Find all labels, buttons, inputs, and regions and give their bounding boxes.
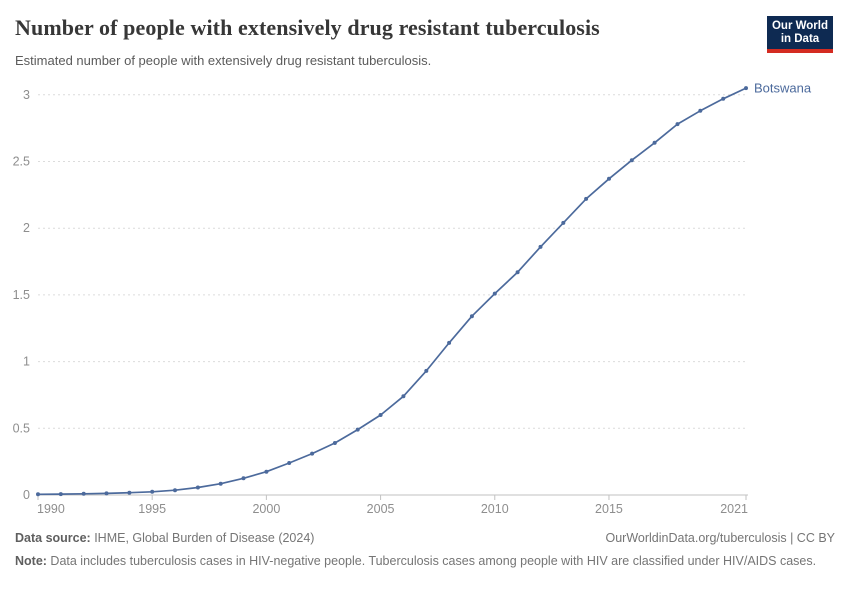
series-label-botswana[interactable]: Botswana [754, 81, 812, 96]
note: Note: Data includes tuberculosis cases i… [15, 552, 837, 570]
x-tick-label: 2010 [481, 502, 509, 516]
data-point-marker[interactable] [629, 158, 634, 163]
y-tick-label: 3 [23, 88, 30, 102]
page-title: Number of people with extensively drug r… [15, 15, 600, 40]
data-point-marker[interactable] [561, 220, 566, 225]
x-tick-label: 2015 [595, 502, 623, 516]
data-point-marker[interactable] [104, 491, 109, 496]
chart-area: 0 0.5 1 1.5 2 2.5 3 1990 1995 2000 2005 2010 2015 202… [0, 76, 850, 531]
y-tick-label: 0.5 [13, 421, 30, 435]
note-text: Data includes tuberculosis cases in HIV-… [46, 554, 817, 568]
data-point-marker[interactable] [310, 451, 315, 456]
x-tick-label: 2021 [720, 502, 748, 516]
data-point-marker[interactable] [424, 368, 429, 373]
x-tick-label: 2000 [252, 502, 280, 516]
data-point-marker[interactable] [721, 96, 726, 101]
y-tick-label: 2.5 [13, 155, 30, 169]
data-point-marker[interactable] [492, 291, 497, 296]
data-point-marker[interactable] [173, 488, 177, 493]
owid-logo-line1: Our World [771, 20, 828, 32]
source-row: Data source: IHME, Global Burden of Dise… [0, 529, 850, 547]
data-point-marker[interactable] [287, 461, 292, 465]
data-point-marker[interactable] [355, 427, 360, 432]
data-point-marker[interactable] [675, 122, 680, 127]
y-tick-label: 0 [23, 488, 30, 502]
data-point-marker[interactable] [36, 492, 40, 497]
x-tick-label: 1990 [37, 502, 65, 516]
note-label: Note: [15, 554, 47, 568]
chart-subtitle: Estimated number of people with extensiv… [15, 53, 432, 68]
data-point-marker[interactable] [241, 476, 246, 481]
y-tick-label: 1.5 [13, 288, 30, 302]
data-source-text: IHME, Global Burden of Disease (2024) [90, 531, 315, 545]
data-point-marker[interactable] [584, 196, 589, 201]
data-point-marker[interactable] [150, 489, 155, 494]
chart-footer: Data source: IHME, Global Burden of Dise… [0, 529, 850, 568]
data-point-marker[interactable] [81, 491, 86, 496]
series-line-botswana[interactable] [37, 87, 747, 496]
y-tick-label: 2 [23, 221, 30, 235]
data-point-marker[interactable] [698, 108, 703, 113]
data-point-marker[interactable] [127, 490, 132, 495]
data-point-marker[interactable] [652, 140, 657, 145]
y-tick-label: 1 [23, 355, 30, 369]
data-source-label: Data source: [15, 531, 91, 545]
data-point-marker[interactable] [58, 492, 63, 497]
data-point-marker[interactable] [515, 270, 520, 275]
data-point-marker[interactable] [332, 441, 337, 445]
data-source: Data source: IHME, Global Burden of Dise… [15, 529, 314, 547]
data-point-marker[interactable] [469, 314, 474, 319]
x-tick-label: 1995 [138, 502, 166, 516]
data-point-marker[interactable] [195, 485, 200, 490]
data-point-marker[interactable] [401, 394, 406, 399]
data-point-marker[interactable] [218, 481, 223, 486]
data-point-marker[interactable] [538, 244, 543, 249]
data-point-marker[interactable] [607, 176, 611, 181]
data-point-marker[interactable] [264, 469, 269, 474]
owid-logo: Our World in Data [767, 16, 833, 53]
owid-logo-line2: in Data [780, 33, 820, 45]
data-point-marker[interactable] [447, 340, 452, 345]
data-point-marker[interactable] [378, 413, 383, 417]
x-tick-label: 2005 [367, 502, 395, 516]
line-chart: 0 0.5 1 1.5 2 2.5 3 1990 1995 2000 2005 2010 2015 202… [13, 81, 812, 516]
attribution-link[interactable]: OurWorldinData.org/tuberculosis | CC BY [605, 531, 836, 545]
data-point-marker[interactable] [744, 86, 748, 91]
